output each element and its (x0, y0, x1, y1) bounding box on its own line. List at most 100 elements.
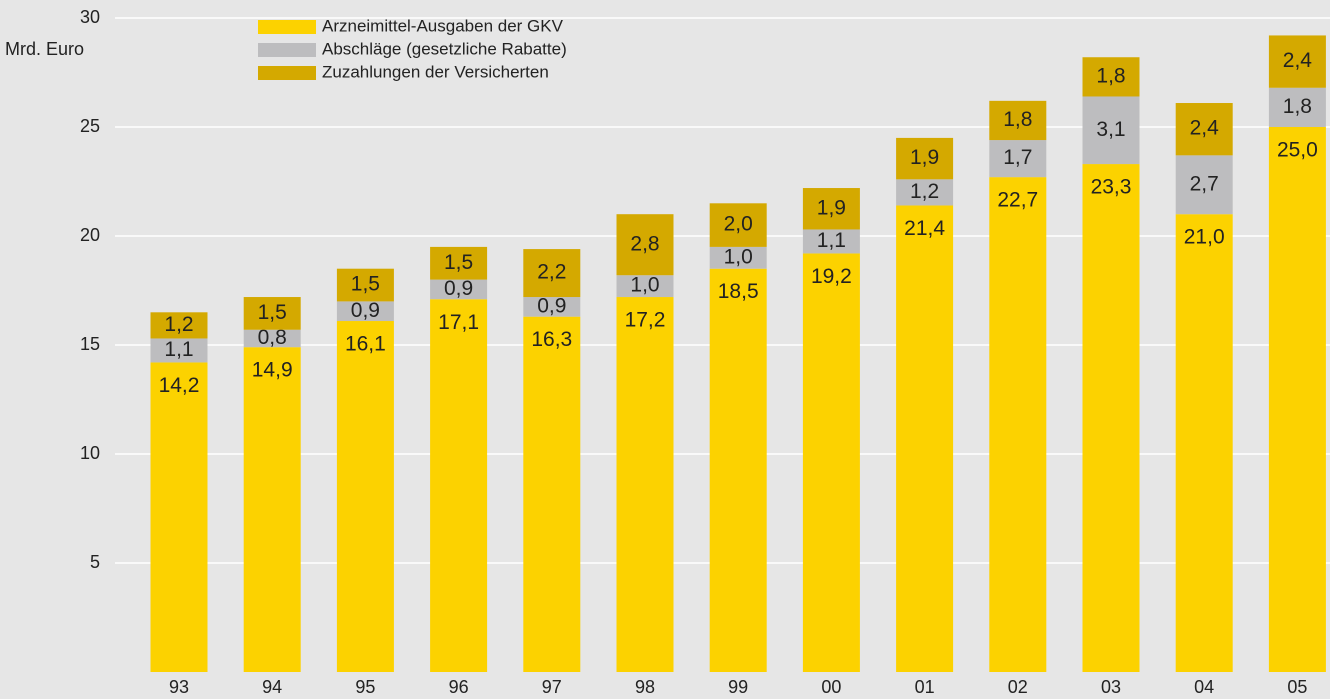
bar-segment (523, 249, 581, 298)
value-label: 16,3 (531, 328, 572, 351)
bar-segment (616, 297, 674, 672)
legend-swatch (258, 20, 316, 34)
bar-segment (336, 321, 394, 672)
value-label: 17,2 (625, 309, 666, 332)
bar-segment (243, 329, 301, 348)
value-label: 25,0 (1277, 139, 1318, 162)
x-tick-label: 99 (728, 677, 748, 697)
value-label: 1,5 (258, 301, 287, 324)
value-label: 0,9 (351, 299, 380, 322)
value-label: 0,8 (258, 326, 287, 349)
value-label: 21,0 (1184, 226, 1225, 249)
x-tick-label: 04 (1194, 677, 1214, 697)
bar-segment (243, 347, 301, 672)
bar-segment (523, 297, 581, 317)
legend-label: Abschläge (gesetzliche Rabatte) (322, 39, 567, 58)
bar-segment (523, 316, 581, 672)
x-tick-label: 94 (262, 677, 282, 697)
value-label: 18,5 (718, 280, 759, 303)
value-label: 1,8 (1096, 64, 1125, 87)
value-label: 3,1 (1096, 118, 1125, 141)
value-label: 14,2 (159, 374, 200, 397)
x-tick-label: 05 (1287, 677, 1307, 697)
value-label: 2,4 (1190, 117, 1220, 140)
y-tick-label: 15 (80, 334, 100, 354)
bar-segment (430, 246, 488, 280)
legend-swatch (258, 43, 316, 57)
y-tick-label: 20 (80, 225, 100, 245)
bar-segment (336, 268, 394, 302)
value-label: 1,1 (817, 229, 846, 252)
legend-label: Arzneimittel-Ausgaben der GKV (322, 16, 564, 35)
value-label: 1,8 (1283, 95, 1312, 118)
x-tick-label: 96 (449, 677, 469, 697)
bar-segment (336, 301, 394, 322)
value-label: 1,5 (444, 251, 473, 274)
y-tick-label: 5 (90, 552, 100, 572)
bar-segment (1082, 57, 1140, 97)
x-tick-label: 02 (1008, 677, 1028, 697)
x-tick-label: 93 (169, 677, 189, 697)
bar-segment (1175, 155, 1233, 215)
bar-segment (616, 214, 674, 276)
value-label: 1,1 (164, 338, 193, 361)
value-label: 1,2 (910, 180, 939, 203)
bar-segment (709, 268, 767, 672)
value-label: 1,7 (1003, 146, 1032, 169)
value-label: 2,8 (630, 232, 659, 255)
bar-segment (430, 279, 488, 300)
value-label: 17,1 (438, 311, 479, 334)
bar-segment (150, 362, 208, 672)
bar-segment (430, 299, 488, 672)
value-label: 2,0 (724, 213, 753, 236)
value-label: 1,0 (724, 245, 753, 268)
value-label: 21,4 (904, 217, 945, 240)
value-label: 22,7 (997, 189, 1038, 212)
bar-segment (896, 137, 954, 180)
legend-swatch (258, 66, 316, 80)
bar-segment (989, 177, 1047, 672)
bar-segment (1268, 35, 1326, 88)
x-tick-label: 00 (821, 677, 841, 697)
bar-segment (150, 312, 208, 339)
value-label: 23,3 (1091, 176, 1132, 199)
value-label: 0,9 (537, 294, 566, 317)
legend-label: Zuzahlungen der Versicherten (322, 62, 549, 81)
x-tick-label: 97 (542, 677, 562, 697)
y-tick-label: 25 (80, 116, 100, 136)
value-label: 16,1 (345, 333, 386, 356)
bar-segment (1175, 103, 1233, 156)
value-label: 1,9 (910, 146, 939, 169)
bar-segment (243, 297, 301, 330)
value-label: 1,2 (164, 313, 193, 336)
y-tick-label: 30 (80, 7, 100, 27)
bar-segment (1082, 96, 1140, 165)
x-tick-label: 01 (915, 677, 935, 697)
value-label: 1,8 (1003, 108, 1032, 131)
value-label: 14,9 (252, 359, 293, 382)
bar-segment (989, 100, 1047, 141)
bar-segment (150, 338, 208, 363)
y-axis-label: Mrd. Euro (5, 39, 84, 59)
value-label: 2,7 (1190, 172, 1219, 195)
value-label: 1,9 (817, 196, 846, 219)
bar-segment (1175, 214, 1233, 672)
value-label: 1,5 (351, 273, 380, 296)
value-label: 0,9 (444, 277, 473, 300)
bar-segment (896, 205, 954, 673)
x-tick-label: 98 (635, 677, 655, 697)
bar-segment (709, 246, 767, 269)
y-tick-label: 10 (80, 443, 100, 463)
bar-segment (802, 253, 860, 672)
bar-segment (989, 140, 1047, 178)
bar-segment (802, 229, 860, 254)
x-tick-label: 95 (355, 677, 375, 697)
bar-segment (802, 188, 860, 230)
bar-segment (1268, 87, 1326, 127)
bar-segment (616, 275, 674, 298)
bar-segment (896, 179, 954, 206)
value-label: 2,2 (537, 261, 566, 284)
bar-segment (709, 203, 767, 247)
value-label: 1,0 (630, 274, 659, 297)
